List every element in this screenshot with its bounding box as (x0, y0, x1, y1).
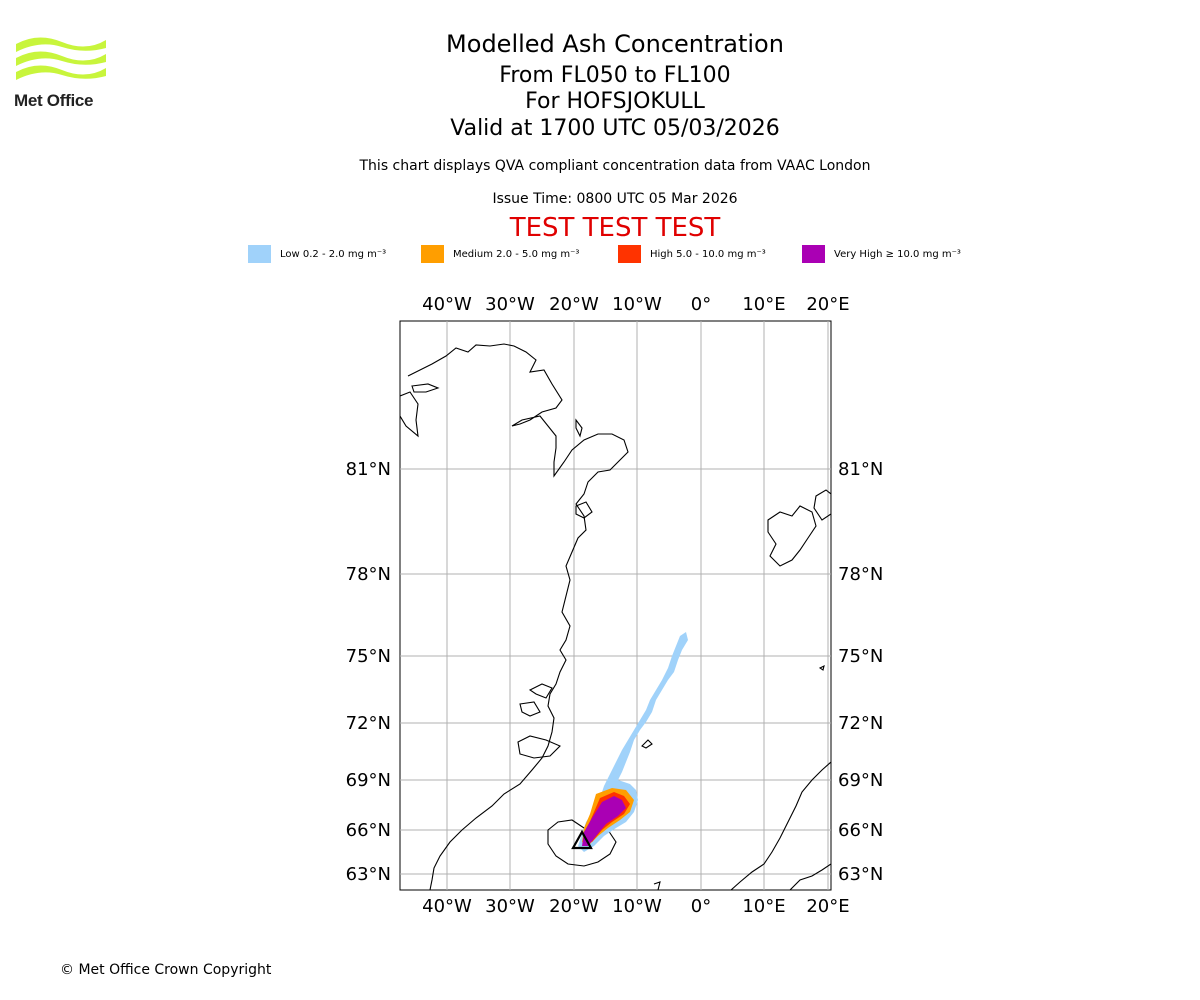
lat-label: 78°N (838, 564, 883, 585)
legend-swatch-medium (421, 245, 444, 263)
lon-label: 30°W (485, 294, 535, 315)
lat-label: 81°N (346, 459, 391, 480)
lon-label: 10°E (742, 294, 785, 315)
legend-item-high: High 5.0 - 10.0 mg m⁻³ (618, 245, 766, 263)
lon-label: 10°W (612, 294, 662, 315)
volcano-name: For HOFSJOKULL (525, 89, 705, 114)
lat-label: 63°N (838, 864, 883, 885)
legend-label-medium: Medium 2.0 - 5.0 mg m⁻³ (453, 248, 580, 260)
chart-title: Modelled Ash Concentration (446, 30, 784, 58)
lat-label: 75°N (346, 646, 391, 667)
logo-text: Met Office (14, 91, 94, 110)
legend-label-low: Low 0.2 - 2.0 mg m⁻³ (280, 248, 387, 260)
copyright-notice: © Met Office Crown Copyright (60, 962, 272, 978)
legend-swatch-very-high (802, 245, 825, 263)
met-office-logo-icon (16, 37, 106, 80)
lat-label: 66°N (346, 820, 391, 841)
lon-label: 20°W (549, 896, 599, 917)
lat-label: 72°N (838, 713, 883, 734)
lat-label: 78°N (346, 564, 391, 585)
legend-swatch-low (248, 245, 271, 263)
issue-time: Issue Time: 0800 UTC 05 Mar 2026 (492, 191, 738, 207)
lat-label: 66°N (838, 820, 883, 841)
legend-item-very-high: Very High ≥ 10.0 mg m⁻³ (802, 245, 961, 263)
latitude-labels-left: 81°N 78°N 75°N 72°N 69°N 66°N 63°N (346, 459, 391, 885)
lon-label: 20°E (806, 294, 849, 315)
lat-label: 69°N (838, 770, 883, 791)
longitude-labels-bottom: 40°W 30°W 20°W 10°W 0° 10°E 20°E (422, 896, 849, 917)
triangle-volcano-icon (571, 829, 593, 850)
legend-swatch-high (618, 245, 641, 263)
lon-label: 10°W (612, 896, 662, 917)
longitude-labels-top: 40°W 30°W 20°W 10°W 0° 10°E 20°E (422, 294, 849, 315)
legend-item-low: Low 0.2 - 2.0 mg m⁻³ (248, 245, 386, 263)
lon-label: 40°W (422, 294, 472, 315)
lon-label: 20°W (549, 294, 599, 315)
legend-label-high: High 5.0 - 10.0 mg m⁻³ (650, 248, 766, 260)
lon-label: 40°W (422, 896, 472, 917)
test-banner: TEST TEST TEST (509, 213, 721, 243)
lon-label: 0° (691, 896, 711, 917)
lat-label: 63°N (346, 864, 391, 885)
lon-label: 0° (691, 294, 711, 315)
flight-level-range: From FL050 to FL100 (499, 63, 731, 88)
compliance-note: This chart displays QVA compliant concen… (359, 158, 871, 174)
coastlines (400, 343, 831, 890)
lat-label: 75°N (838, 646, 883, 667)
legend-item-medium: Medium 2.0 - 5.0 mg m⁻³ (421, 245, 579, 263)
legend-label-very-high: Very High ≥ 10.0 mg m⁻³ (834, 248, 961, 260)
lat-label: 81°N (838, 459, 883, 480)
lon-label: 30°W (485, 896, 535, 917)
lon-label: 10°E (742, 896, 785, 917)
ash-plume (578, 632, 688, 852)
lat-label: 72°N (346, 713, 391, 734)
lat-label: 69°N (346, 770, 391, 791)
valid-time: Valid at 1700 UTC 05/03/2026 (450, 116, 780, 141)
latitude-labels-right: 81°N 78°N 75°N 72°N 69°N 66°N 63°N (838, 459, 883, 885)
lon-label: 20°E (806, 896, 849, 917)
